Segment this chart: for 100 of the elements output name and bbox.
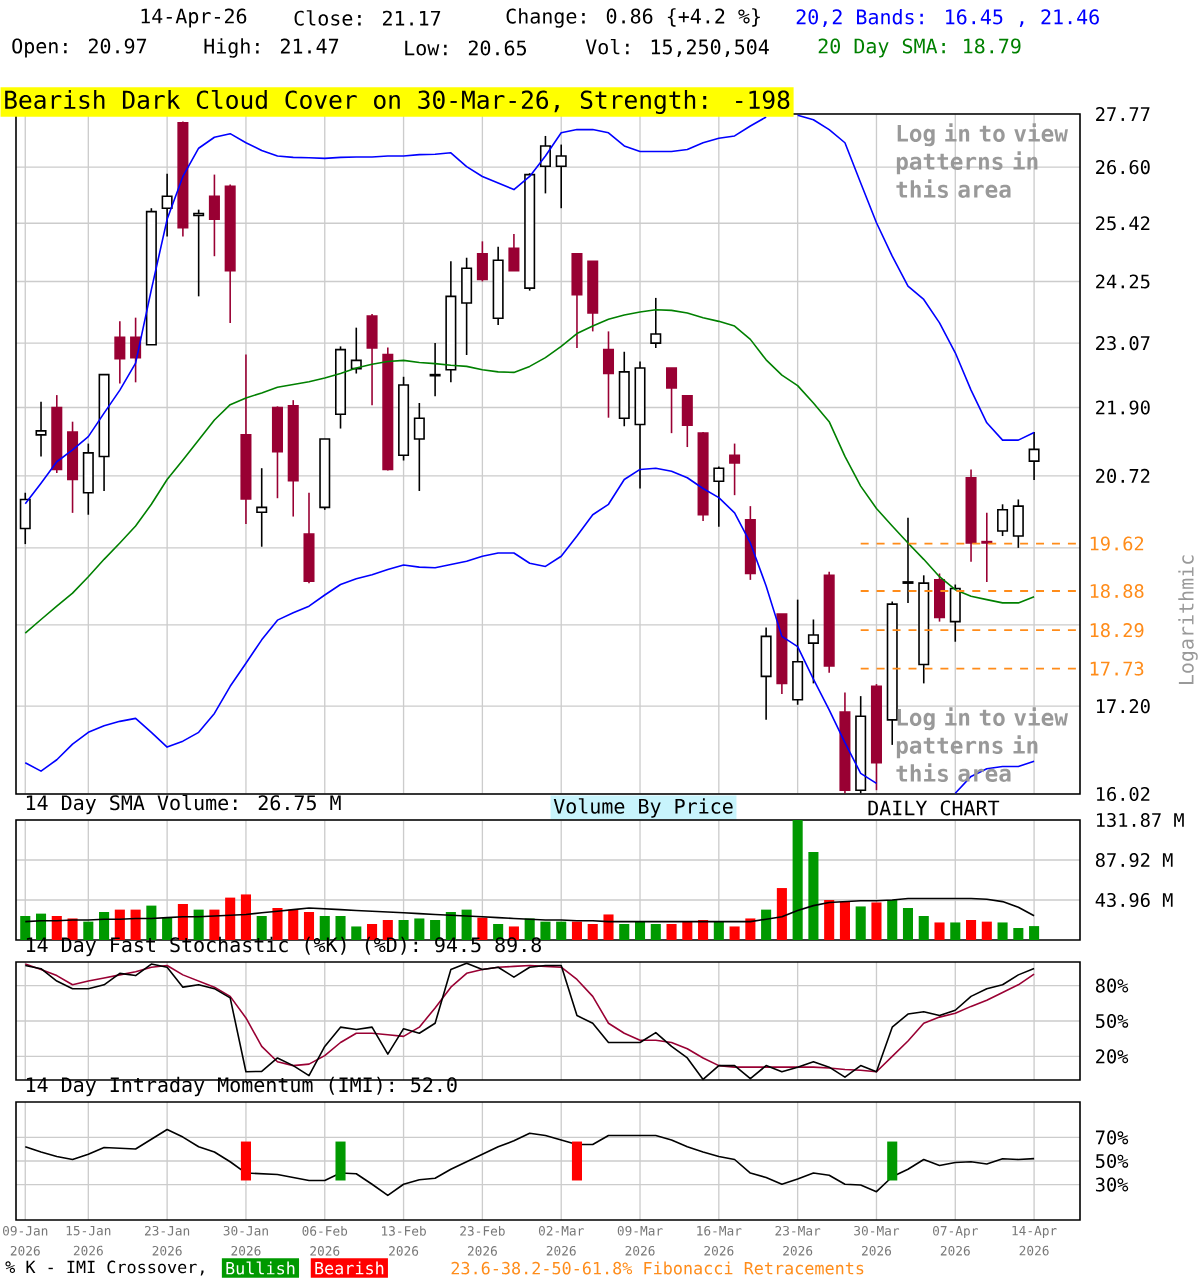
bar <box>540 921 551 941</box>
bar <box>351 926 362 941</box>
text: Bullish <box>226 1261 295 1275</box>
y-tick-label: 21.90 <box>1096 400 1150 415</box>
bar <box>966 920 977 941</box>
bar <box>839 901 850 941</box>
bar <box>83 921 94 941</box>
candlestick <box>729 442 741 496</box>
y-tick-label: 24.25 <box>1096 274 1150 289</box>
y-tick-label: 20.72 <box>1096 468 1150 483</box>
bar <box>493 924 504 941</box>
text: 20 Day SMA: 18.79 <box>818 38 1021 58</box>
bar <box>698 920 709 941</box>
bar <box>288 909 299 941</box>
y-tick-label: 30% <box>1095 1177 1129 1192</box>
candlestick <box>555 143 567 210</box>
bar <box>603 914 614 941</box>
candlestick <box>650 297 662 349</box>
text: Bearish <box>315 1261 384 1275</box>
bar <box>808 852 819 941</box>
candlestick <box>981 512 993 583</box>
bar <box>729 926 740 941</box>
bar <box>981 921 992 941</box>
candlestick <box>161 172 173 238</box>
candlestick <box>476 240 488 283</box>
text: Open: 20.97 <box>12 38 147 58</box>
text: 20,2 Bands: 16.45 , 21.46 <box>796 8 1099 27</box>
candlestick <box>571 252 583 349</box>
text: High: 21.47 <box>204 38 339 58</box>
candlestick <box>413 402 425 492</box>
text: Volume By Price <box>553 798 733 818</box>
ref-line-label: 18.29 <box>1090 623 1144 638</box>
bar <box>461 909 472 941</box>
chart-title: 14 Day Intraday Momentum (IMI): 52.0 <box>26 1076 457 1097</box>
bar <box>666 924 677 941</box>
bar <box>99 911 110 941</box>
bar <box>508 926 519 941</box>
bar <box>571 921 583 941</box>
candlestick <box>303 491 315 584</box>
bar <box>792 820 803 941</box>
candlestick <box>508 233 520 272</box>
candlestick <box>713 465 725 528</box>
candlestick <box>271 405 283 500</box>
bar <box>761 909 772 941</box>
bar <box>902 907 914 941</box>
candlestick <box>114 320 126 385</box>
text: Change: 0.86 {+4.2 %} <box>506 8 760 28</box>
y-tick-label: 23.07 <box>1096 336 1150 351</box>
ref-line-label: 19.62 <box>1090 536 1144 551</box>
bar <box>1013 928 1024 941</box>
chart-title: 14 Day SMA Volume: 26.75 M <box>26 794 341 815</box>
text: Close: 21.17 <box>294 10 441 26</box>
bar <box>855 906 866 941</box>
bar <box>776 888 787 941</box>
candlestick <box>760 626 772 721</box>
bar <box>146 905 157 941</box>
candlestick <box>949 583 961 643</box>
candlestick <box>208 173 220 258</box>
bar <box>130 909 141 941</box>
bar <box>162 917 173 941</box>
candlestick <box>1012 498 1024 549</box>
y-tick-label: 25.42 <box>1096 216 1150 231</box>
bar <box>414 918 425 941</box>
bar <box>997 922 1008 941</box>
text: Vol: 15,250,504 <box>585 38 769 57</box>
bar <box>477 917 488 941</box>
annotation: Log in to view patterns in this area <box>896 123 1068 198</box>
bar <box>934 922 945 941</box>
candlestick <box>792 598 804 706</box>
candlestick <box>461 256 473 356</box>
y-tick-label: 27.77 <box>1096 107 1150 121</box>
text: 14-Apr-26 <box>141 8 247 28</box>
candlestick <box>539 135 551 195</box>
y-tick-label: 87.92 M <box>1095 852 1173 868</box>
candlestick <box>35 401 47 458</box>
text: Low: 20.65 <box>405 40 527 56</box>
bar <box>745 918 756 941</box>
y-tick-label: 43.96 M <box>1095 892 1173 908</box>
text: Logarithmic <box>1178 555 1198 685</box>
bar <box>650 924 661 941</box>
y-tick-label: 50% <box>1096 1013 1129 1029</box>
candlestick <box>666 367 678 434</box>
bar <box>713 921 724 941</box>
bar <box>430 920 441 941</box>
text: DAILY CHART <box>868 800 1000 816</box>
bar <box>556 921 567 941</box>
bar <box>950 922 961 941</box>
bar <box>871 902 882 941</box>
bar <box>51 915 62 941</box>
annotation: Bearish Dark Cloud Cover on 30-Mar-26, Strength: -198 <box>5 89 790 114</box>
bar <box>587 924 598 941</box>
bar <box>619 924 630 941</box>
bar <box>824 899 835 941</box>
bar <box>918 915 929 941</box>
candlestick <box>618 350 630 428</box>
y-tick-label: 20% <box>1096 1049 1129 1064</box>
candlestick <box>933 572 946 623</box>
bar <box>67 918 78 941</box>
y-tick-label: 70% <box>1095 1130 1129 1145</box>
ref-line-label: 18.88 <box>1090 583 1144 599</box>
